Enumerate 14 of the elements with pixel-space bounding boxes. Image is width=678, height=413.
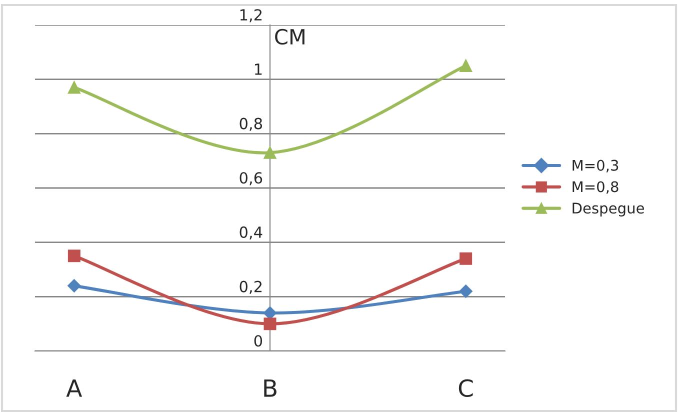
y-tick-label: 0 [254,335,262,347]
y-tick-label: 1 [255,64,262,75]
x-tick-label: A [66,380,82,397]
y-axis-title: CM [275,28,304,45]
y-tick-label: 0,4 [240,226,262,240]
legend-label: Despegue [572,202,644,216]
legend-label: M=0,8 [572,181,618,194]
y-tick-label: 0,2 [240,280,262,294]
y-tick-label: 1,2 [240,9,262,22]
x-tick-label: C [458,379,473,398]
legend-label: M=0,3 [572,160,618,172]
x-tick-label: B [264,380,276,397]
y-tick-label: 0,8 [240,118,262,131]
y-tick-label: 0,6 [240,172,262,186]
